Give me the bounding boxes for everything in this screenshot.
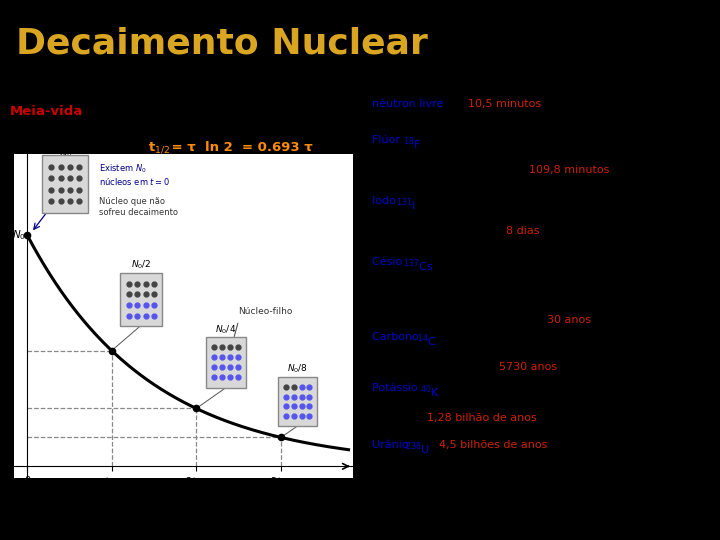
Text: $^{18}$F: $^{18}$F [403,135,421,152]
Text: 30 anos: 30 anos [546,315,590,326]
Text: Núcleo-filho: Núcleo-filho [238,307,293,315]
Text: 8 dias: 8 dias [505,226,539,235]
Text: 5730 anos: 5730 anos [499,362,557,372]
Text: 1,28 bilhão de anos: 1,28 bilhão de anos [427,413,536,423]
Text: Carbono: Carbono [372,332,423,342]
Text: N(t$_{1/2}$) = N$_0$/2 →: N(t$_{1/2}$) = N$_0$/2 → [10,141,116,157]
Text: $\frac{1}{2}N_0$: $\frac{1}{2}N_0$ [0,342,12,359]
Text: objetos históricos):: objetos históricos): [372,362,481,372]
Bar [42,155,89,213]
Text: $N_0$: $N_0$ [58,147,72,161]
Text: $^{137}$Cs: $^{137}$Cs [403,257,433,274]
Text: $N_0/8$: $N_0/8$ [287,362,308,375]
Text: rochas):: rochas): [372,413,420,423]
Bar [120,273,163,326]
Text: Iodo: Iodo [372,196,400,206]
Text: (fonte de raios-γ usados: (fonte de raios-γ usados [432,257,571,267]
Text: $^{238}$U: $^{238}$U [405,441,429,457]
Text: em  aplicações industriais/medicinais.: em aplicações industriais/medicinais. [372,287,585,296]
Text: dos  núcleos  originais  já  decaiu: dos núcleos originais já decaiu [10,123,232,136]
Text: Núcleo que não
sofreu decaimento: Núcleo que não sofreu decaimento [99,198,178,217]
Text: Existem $N_0$
núcleos em $t = 0$: Existem $N_0$ núcleos em $t = 0$ [99,162,170,187]
Text: Meia-vida: Meia-vida [10,105,84,118]
Text: $N_0/2$: $N_0/2$ [131,258,151,271]
Bar [279,377,318,426]
Text: 109,8 minutos: 109,8 minutos [529,165,610,174]
Text: :: : [431,441,438,450]
Text: : tempo após o qual metade: : tempo após o qual metade [73,105,261,118]
Text: Césio: Césio [372,257,406,267]
Text: $\frac{1}{4}N_0$: $\frac{1}{4}N_0$ [0,400,12,417]
Text: t$_{1/2}$: t$_{1/2}$ [148,141,170,156]
Text: Potássio: Potássio [372,383,421,393]
Text: t: t [354,461,359,471]
Text: (usado em radioterapia p/: (usado em radioterapia p/ [413,196,562,206]
Text: $N_0/4$: $N_0/4$ [215,323,236,335]
Text: $^{14}$C: $^{14}$C [417,332,436,349]
Text: Obs: a atividade A de uma amostra = num. de decaimentos/s = r N(t) .: Obs: a atividade A de uma amostra = num.… [10,502,432,515]
Text: Flúor: Flúor [372,135,404,145]
Text: $^{131}$I: $^{131}$I [396,196,415,213]
Text: 10,5 minutos: 10,5 minutos [468,99,541,110]
Text: (usado p/ datação de: (usado p/ datação de [437,383,559,393]
Text: Urânio: Urânio [372,441,413,450]
Text: emissão de pósitrons):: emissão de pósitrons): [372,165,502,175]
Text: :: : [458,99,465,110]
Text: nêutron livre: nêutron livre [372,99,444,110]
Text: 4,5 bilhões de anos: 4,5 bilhões de anos [439,441,547,450]
Text: $N_0$: $N_0$ [12,228,26,242]
Text: Acidente de Goiânia/1987):: Acidente de Goiânia/1987): [372,315,528,326]
Text: = τ  ln 2  = 0.693 τ: = τ ln 2 = 0.693 τ [167,141,312,154]
Text: (usado em tomografia por: (usado em tomografia por [420,135,570,145]
Text: câncer de tireóide):: câncer de tireóide): [372,226,485,235]
Bar [206,337,246,388]
Text: Unidade: 1 Bequerel (Bq)  = 1 decaimento/s: Unidade: 1 Bequerel (Bq) = 1 decaimento/… [10,520,272,533]
Text: $^{40}$K: $^{40}$K [420,383,440,400]
Text: (usado para datação de: (usado para datação de [433,332,570,342]
Text: Decaimento Nuclear: Decaimento Nuclear [16,26,428,60]
Text: $\frac{1}{8}N_0$: $\frac{1}{8}N_0$ [0,429,12,445]
